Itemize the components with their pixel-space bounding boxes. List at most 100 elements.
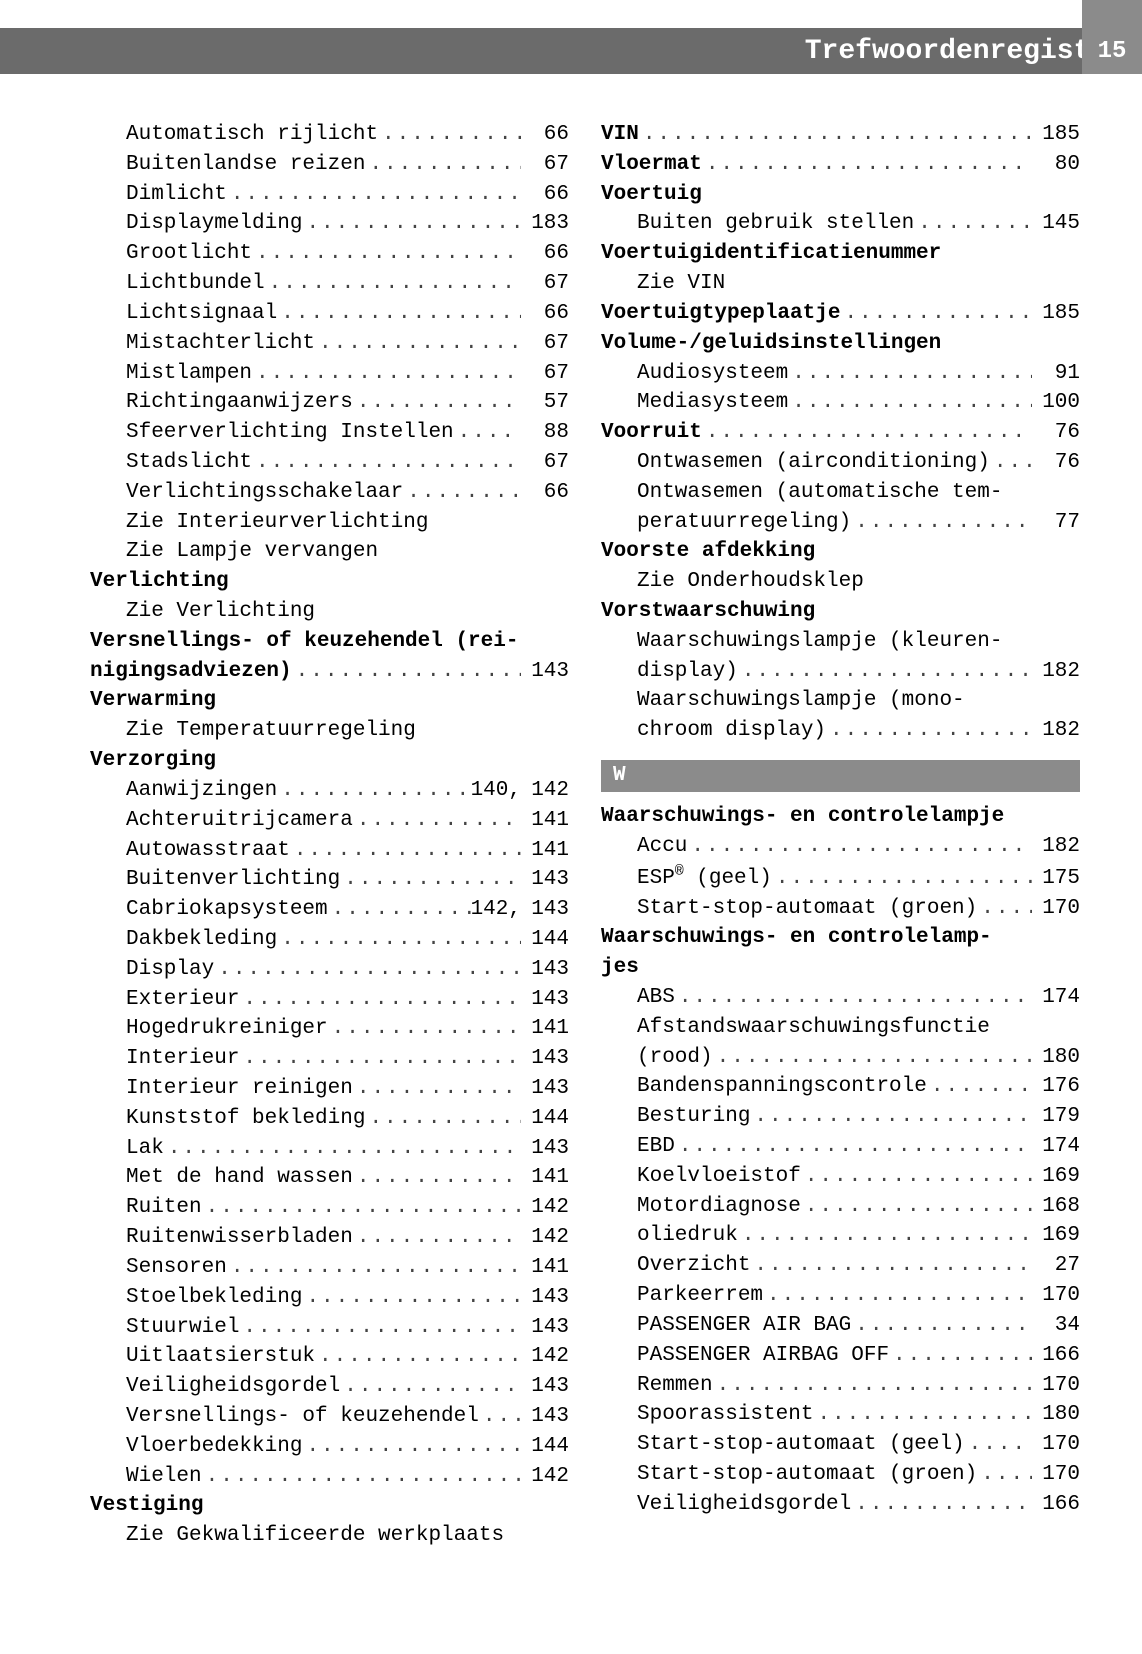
entry-label: Start-stop-automaat (groen) <box>637 1460 977 1490</box>
index-entry: EBD174 <box>601 1132 1080 1162</box>
entry-label: Verlichting <box>90 567 569 597</box>
entry-label: PASSENGER AIRBAG OFF <box>637 1341 889 1371</box>
left-column: Automatisch rijlicht66Buitenlandse reize… <box>90 120 569 1551</box>
dot-leader <box>840 299 1032 329</box>
entry-label: Voertuigidentificatienummer <box>601 239 1080 269</box>
entry-page: 66 <box>521 239 569 269</box>
entry-label: peratuurregeling) <box>637 508 851 538</box>
dot-leader <box>328 895 471 925</box>
index-entry: Overzicht27 <box>601 1251 1080 1281</box>
entry-label: Koelvloeistof <box>637 1162 801 1192</box>
entry-page: 142 <box>521 1223 569 1253</box>
entry-page: 170 <box>1032 1371 1080 1401</box>
index-entry: Zie Lampje vervangen <box>90 537 569 567</box>
entry-page: 141 <box>521 1163 569 1193</box>
index-entry: Vestiging <box>90 1491 569 1521</box>
entry-page: 176 <box>1032 1072 1080 1102</box>
index-entry: Ontwasemen (airconditioning)76 <box>601 448 1080 478</box>
entry-label: Veiligheidsgordel <box>637 1490 851 1520</box>
dot-leader <box>277 299 521 329</box>
index-entry: Verwarming <box>90 686 569 716</box>
index-entry: Automatisch rijlicht66 <box>90 120 569 150</box>
entry-page: 57 <box>521 388 569 418</box>
entry-label: Waarschuwings- en controlelampje <box>601 802 1080 832</box>
index-entry: Veiligheidsgordel 166 <box>601 1490 1080 1520</box>
dot-leader <box>328 1014 521 1044</box>
entry-label: Interieur <box>126 1044 239 1074</box>
dot-leader <box>801 1162 1032 1192</box>
entry-label: Audiosysteem <box>637 359 788 389</box>
entry-page: 166 <box>1032 1490 1080 1520</box>
dot-leader <box>277 776 470 806</box>
entry-page: 76 <box>1032 418 1080 448</box>
dot-leader <box>365 150 521 180</box>
entry-page: 185 <box>1032 299 1080 329</box>
entry-page: 174 <box>1032 1132 1080 1162</box>
index-entry: ABS174 <box>601 983 1080 1013</box>
entry-label: Buitenlandse reizen <box>126 150 365 180</box>
entry-label: Voertuig <box>601 180 1080 210</box>
entry-page: 180 <box>1032 1043 1080 1073</box>
entry-label: Vestiging <box>90 1491 569 1521</box>
index-entry: Afstandswaarschuwingsfunctie <box>601 1013 1080 1043</box>
dot-leader <box>353 388 521 418</box>
index-entry: Kunststof bekleding144 <box>90 1104 569 1134</box>
entry-label: Accu <box>637 832 687 862</box>
dot-leader <box>164 1134 521 1164</box>
index-entry: Vorstwaarschuwing <box>601 597 1080 627</box>
dot-leader <box>826 716 1032 746</box>
index-entry: Start-stop-automaat (groen)170 <box>601 894 1080 924</box>
entry-label: Zie Interieurverlichting <box>126 508 569 538</box>
entry-label: Start-stop-automaat (geel) <box>637 1430 965 1460</box>
dot-leader <box>353 1223 521 1253</box>
entry-label: Veiligheidsgordel <box>126 1372 340 1402</box>
entry-page: 66 <box>521 478 569 508</box>
entry-page: 142 <box>521 1462 569 1492</box>
dot-leader <box>965 1430 1032 1460</box>
index-entry: VIN185 <box>601 120 1080 150</box>
dot-leader <box>252 359 521 389</box>
dot-leader <box>252 239 521 269</box>
entry-page-2: 143 <box>521 895 569 925</box>
dot-leader <box>675 983 1032 1013</box>
index-entry: Bandenspanningscontrole176 <box>601 1072 1080 1102</box>
index-entry: Zie Onderhoudsklep <box>601 567 1080 597</box>
dot-leader <box>813 1400 1032 1430</box>
entry-label: Afstandswaarschuwingsfunctie <box>637 1013 1080 1043</box>
entry-label: Ruitenwisserbladen <box>126 1223 353 1253</box>
index-entry: ESP® (geel)175 <box>601 862 1080 894</box>
entry-page: 67 <box>521 359 569 389</box>
entry-page: 66 <box>521 299 569 329</box>
dot-leader <box>353 806 521 836</box>
index-entry: Dakbekleding144 <box>90 925 569 955</box>
entry-page: 170 <box>1032 894 1080 924</box>
dot-leader <box>479 1402 521 1432</box>
dot-leader <box>750 1251 1032 1281</box>
index-entry: Sfeerverlichting Instellen88 <box>90 418 569 448</box>
index-entry: Voertuig <box>601 180 1080 210</box>
index-entry: Ruiten142 <box>90 1193 569 1223</box>
entry-label: Ontwasemen (airconditioning) <box>637 448 990 478</box>
index-entry: Richtingaanwijzers57 <box>90 388 569 418</box>
dot-leader <box>290 836 521 866</box>
index-entry: Verlichtingsschakelaar66 <box>90 478 569 508</box>
entry-page: 145 <box>1032 209 1080 239</box>
entry-page: 182 <box>1032 716 1080 746</box>
dot-leader <box>990 448 1032 478</box>
entry-label: Mediasysteem <box>637 388 788 418</box>
entry-label: Spoorassistent <box>637 1400 813 1430</box>
entry-page: 141 <box>521 836 569 866</box>
index-entry: Veiligheidsgordel143 <box>90 1372 569 1402</box>
dot-leader <box>202 1193 521 1223</box>
entry-label: Motordiagnose <box>637 1192 801 1222</box>
entry-page: 66 <box>521 180 569 210</box>
index-entry: Wielen142 <box>90 1462 569 1492</box>
index-entry: Versnellings- of keuzehendel143 <box>90 1402 569 1432</box>
entry-page: 170 <box>1032 1281 1080 1311</box>
entry-label: Voorste afdekking <box>601 537 1080 567</box>
index-entry: Mistlampen67 <box>90 359 569 389</box>
index-entry: Accu182 <box>601 832 1080 862</box>
index-entry: Zie VIN <box>601 269 1080 299</box>
entry-page: 169 <box>1032 1162 1080 1192</box>
index-entry: PASSENGER AIRBAG OFF166 <box>601 1341 1080 1371</box>
